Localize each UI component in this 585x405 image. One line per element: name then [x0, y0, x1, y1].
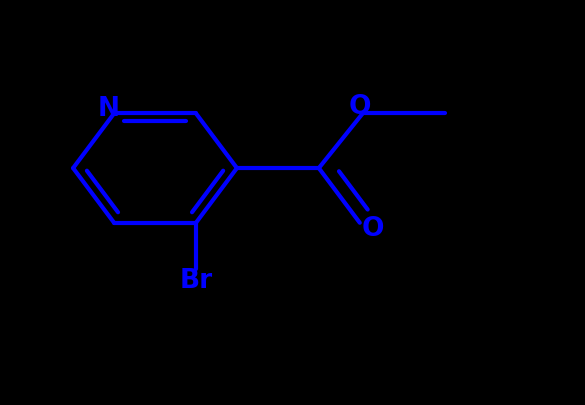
- Text: Br: Br: [180, 269, 212, 294]
- Text: O: O: [362, 216, 384, 242]
- Text: N: N: [97, 96, 119, 122]
- Text: O: O: [349, 94, 371, 120]
